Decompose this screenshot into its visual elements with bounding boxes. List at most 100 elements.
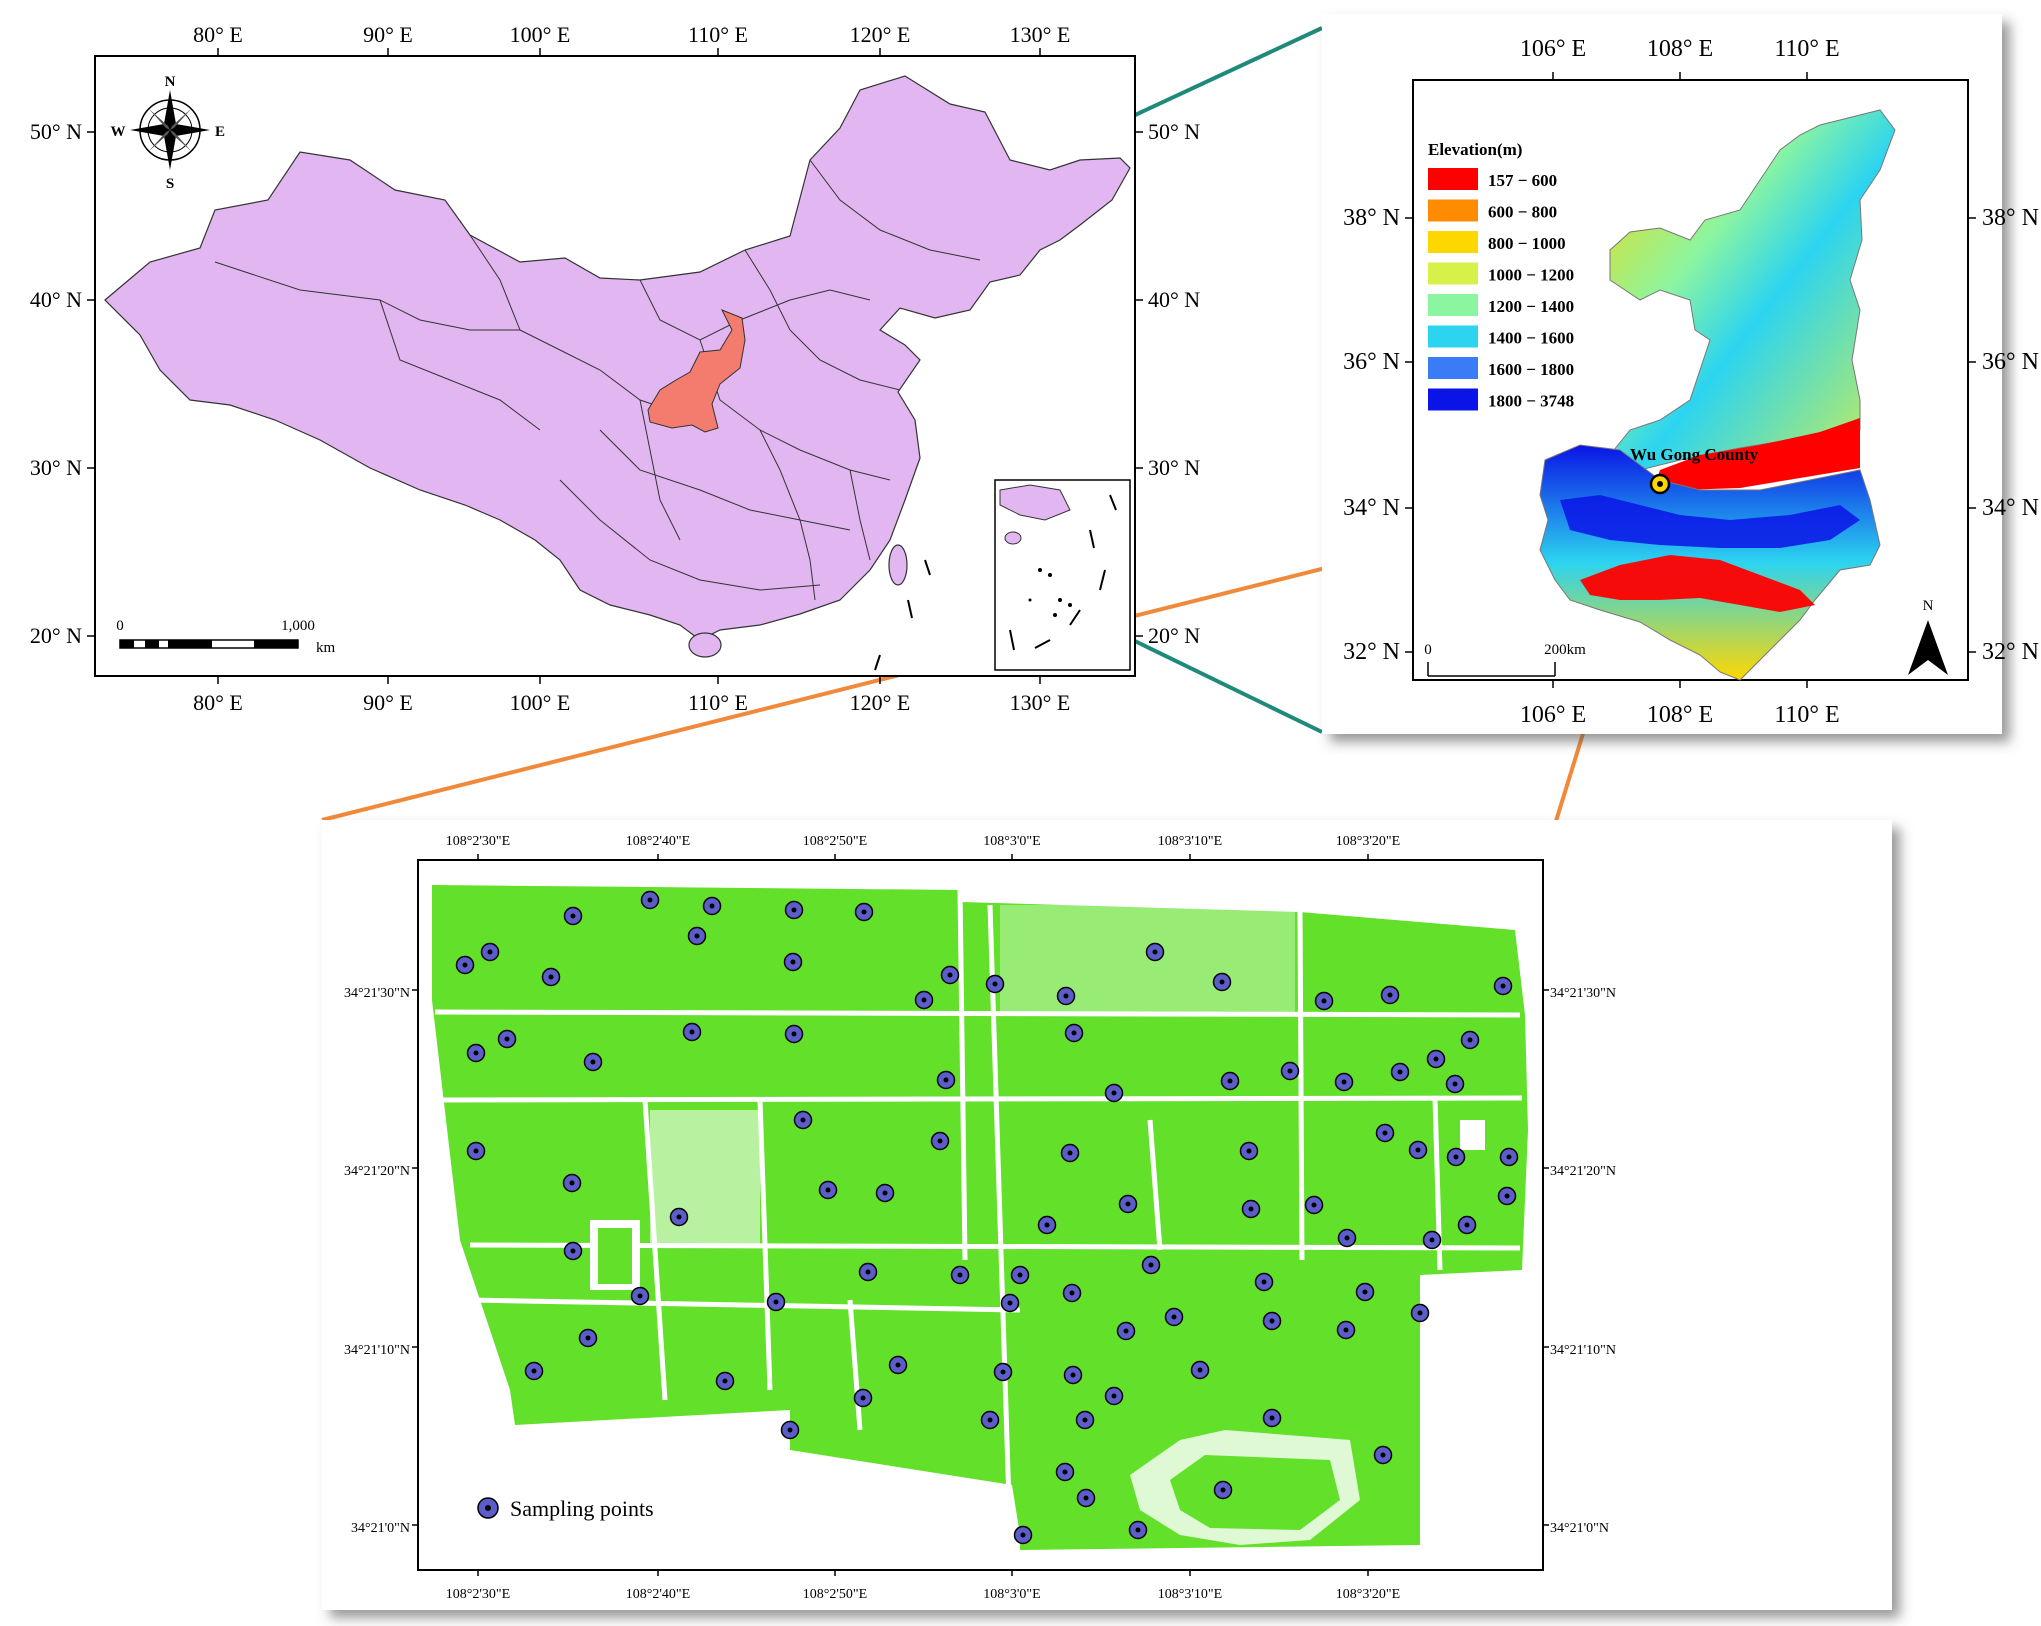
sampling-point-center [531, 1368, 537, 1374]
china-x-tick-label: 120° E [850, 22, 911, 47]
china-y-tick-label: 50° N [30, 119, 82, 144]
sampling-point-center [921, 997, 927, 1003]
sampling-point-center [1148, 1262, 1154, 1268]
china-x-tick-label: 120° E [850, 690, 911, 715]
sampling-point-center [1070, 1372, 1076, 1378]
sampling-point-center [937, 1138, 943, 1144]
sampling-point-center [1415, 1147, 1421, 1153]
sampling-point-center [637, 1293, 643, 1299]
sampling-point-center [1007, 1300, 1013, 1306]
field-y-ticks-right: 34°21'30"N 34°21'20"N 34°21'10"N 34°21'0"N [1543, 986, 1616, 1536]
sampling-point-center [590, 1059, 596, 1065]
sampling-point-center [825, 1187, 831, 1193]
field-x-tick-label: 108°3'20"E [1336, 1587, 1400, 1602]
sampling-point-center [1082, 1417, 1088, 1423]
china-x-tick-label: 110° E [688, 22, 748, 47]
field-x-tick-label: 108°2'30"E [446, 1587, 510, 1602]
sampling-point-center [1111, 1090, 1117, 1096]
shaanxi-x-tick-label: 106° E [1520, 36, 1586, 62]
shaanxi-y-ticks-right: 38° N 36° N 34° N 32° N [1968, 205, 2039, 665]
sampling-point-center [1246, 1148, 1252, 1154]
shaanxi-y-ticks-left: 38° N 36° N 34° N 32° N [1343, 205, 1413, 665]
sampling-point-center [1083, 1495, 1089, 1501]
elevation-swatch [1428, 325, 1478, 348]
shaanxi-x-ticks-bottom: 106° E 108° E 110° E [1520, 680, 1840, 728]
taiwan-island [888, 544, 908, 586]
shaanxi-highlight [647, 309, 746, 433]
sampling-point-center [1467, 1037, 1473, 1043]
sampling-point-center [895, 1362, 901, 1368]
shaanxi-y-tick-label: 36° N [1343, 349, 1400, 375]
field-map-panel: Sampling points 108°2'30"E 108°2'40"E 108°… [322, 820, 1892, 1610]
field-y-tick-label: 34°21'0"N [351, 1521, 410, 1536]
sampling-point-center [957, 1272, 963, 1278]
shaanxi-north-shape [1609, 109, 1896, 471]
sampling-point-center [1500, 983, 1506, 989]
sampling-point-center [473, 1148, 479, 1154]
field-y-tick-label: 34°21'10"N [1550, 1343, 1616, 1358]
china-x-tick-label: 80° E [193, 690, 243, 715]
shaanxi-y-tick-label: 38° N [1982, 205, 2039, 231]
china-y-ticks-right: 50° N 40° N 30° N 20° N [1135, 119, 1200, 648]
field-x-tick-label: 108°3'20"E [1336, 834, 1400, 849]
sampling-point-center [722, 1378, 728, 1384]
china-scale-end: 1,000 [281, 618, 315, 634]
field-x-tick-label: 108°3'10"E [1158, 834, 1222, 849]
shaanxi-x-tick-label: 108° E [1647, 702, 1713, 728]
wugong-site-label: Wu Gong County [1630, 445, 1759, 464]
elevation-swatch [1428, 262, 1478, 285]
shaanxi-south-red [1580, 555, 1815, 612]
sampling-point-center [882, 1190, 888, 1196]
sampling-legend-label: Sampling points [510, 1496, 654, 1521]
sampling-point-center [787, 1427, 793, 1433]
sampling-point-center [865, 1269, 871, 1275]
china-x-tick-label: 100° E [510, 690, 571, 715]
field-x-tick-label: 108°2'30"E [446, 834, 510, 849]
shaanxi-x-ticks-top: 106° E 108° E 110° E [1520, 36, 1840, 80]
sampling-point-center [1504, 1193, 1510, 1199]
sampling-point-center [1397, 1069, 1403, 1075]
sampling-point-center [570, 913, 576, 919]
sampling-point-center [689, 1029, 695, 1035]
china-x-ticks-bottom: 80° E 90° E 100° E 110° E 120° E 130° E [193, 676, 1070, 715]
sampling-point-center [800, 1117, 806, 1123]
china-x-tick-label: 90° E [363, 690, 413, 715]
sampling-point-center [1067, 1150, 1073, 1156]
field-white-plots [590, 905, 1485, 1545]
elevation-legend-label: 157 − 600 [1488, 171, 1557, 190]
elevation-legend-label: 1000 − 1200 [1488, 266, 1574, 285]
sampling-point-center [709, 903, 715, 909]
sampling-point-center [1197, 1367, 1203, 1373]
elevation-swatch [1428, 231, 1478, 253]
shaanxi-scale-end: 200km [1544, 642, 1586, 658]
sampling-legend: Sampling points [477, 1496, 654, 1521]
sampling-point-center [1341, 1079, 1347, 1085]
field-x-tick-label: 108°2'40"E [626, 834, 690, 849]
shaanxi-y-tick-label: 38° N [1343, 205, 1400, 231]
sampling-point-center [676, 1214, 682, 1220]
sampling-point-center [1261, 1279, 1267, 1285]
sampling-point-center [1362, 1289, 1368, 1295]
field-y-tick-label: 34°21'0"N [1550, 1521, 1609, 1536]
elevation-legend-label: 600 − 800 [1488, 203, 1557, 222]
compass-w-label: W [111, 124, 126, 140]
sampling-point-center [1000, 1369, 1006, 1375]
south-china-sea-inset [994, 479, 1131, 671]
sampling-point-center [860, 1395, 866, 1401]
china-y-tick-label: 20° N [1148, 623, 1200, 648]
sampling-point-center [462, 962, 468, 968]
sampling-point-center [1111, 1393, 1117, 1399]
sampling-point-center [473, 1050, 479, 1056]
china-x-ticks-top: 80° E 90° E 100° E 110° E 120° E 130° E [193, 22, 1070, 56]
sampling-point-center [1152, 949, 1158, 955]
sampling-point-center [548, 974, 554, 980]
sampling-point-center [1417, 1310, 1423, 1316]
compass-rose-icon: N S E W [111, 74, 226, 192]
shaanxi-y-tick-label: 34° N [1982, 495, 2039, 521]
elevation-legend-title: Elevation(m) [1428, 140, 1522, 159]
sampling-point-center [1020, 1532, 1026, 1538]
field-y-tick-label: 34°21'10"N [344, 1343, 410, 1358]
field-x-tick-label: 108°3'0"E [983, 834, 1040, 849]
sampling-point-center [947, 972, 953, 978]
